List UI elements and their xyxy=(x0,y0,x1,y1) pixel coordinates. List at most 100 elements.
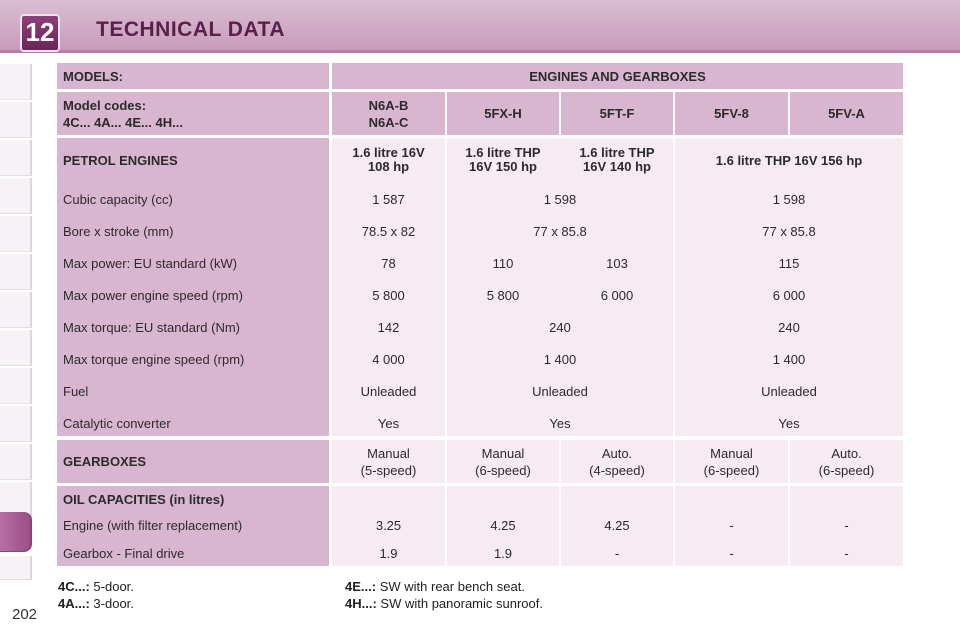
gearbox-type: Auto. xyxy=(601,445,633,461)
oil-capacities-label: OIL CAPACITIES (in litres) xyxy=(63,491,225,507)
spec-value: Yes xyxy=(549,415,571,431)
engine-name: 1.6 litre THP xyxy=(579,145,655,160)
oil-value: - xyxy=(614,545,620,561)
chapter-tab[interactable] xyxy=(0,292,32,328)
chapter-tab[interactable] xyxy=(0,556,32,580)
gearboxes-label: GEARBOXES xyxy=(57,440,329,483)
gearbox-type: Manual xyxy=(367,445,410,461)
header-band xyxy=(0,0,960,52)
spec-value: 1 400 xyxy=(772,351,806,367)
spec-value: 77 x 85.8 xyxy=(533,223,587,239)
model-code-cell: N6A-B N6A-C xyxy=(332,92,445,135)
spec-label: Max power: EU standard (kW) xyxy=(63,255,238,271)
spec-label: Fuel xyxy=(63,383,89,399)
model-code: 5FV-8 xyxy=(675,92,788,135)
petrol-column-1 xyxy=(332,138,445,436)
spec-label: Cubic capacity (cc) xyxy=(63,191,173,207)
page-number: 202 xyxy=(12,606,38,623)
engine-name: 1.6 litre THP xyxy=(465,145,541,160)
gearbox-speeds: (4-speed) xyxy=(589,462,645,478)
model-code: 5FV-A xyxy=(790,92,903,135)
footnote: 4H...: SW with panoramic sunroof. xyxy=(345,596,543,611)
spec-value: 240 xyxy=(549,319,571,335)
chapter-tab[interactable] xyxy=(0,406,32,442)
models-header: MODELS: xyxy=(57,63,329,89)
gearbox-cell: Manual (6-speed) xyxy=(447,440,559,483)
footnote-text: 5-door. xyxy=(93,579,134,594)
spec-value: 110 xyxy=(492,255,514,271)
spec-value: 103 xyxy=(606,255,628,271)
petrol-column-2-3 xyxy=(447,138,673,436)
gearbox-cell: Auto. (6-speed) xyxy=(790,440,903,483)
spec-value: Yes xyxy=(778,415,800,431)
model-codes-list: 4C... 4A... 4E... 4H... xyxy=(63,114,183,130)
spec-value: Unleaded xyxy=(360,383,417,399)
petrol-engines-label: PETROL ENGINES xyxy=(63,152,178,168)
spec-label: Catalytic converter xyxy=(63,415,171,431)
gearbox-speeds: (6-speed) xyxy=(818,462,875,478)
gearbox-cell: Manual (6-speed) xyxy=(675,440,788,483)
gearbox-type: Manual xyxy=(481,445,525,461)
spec-value: Yes xyxy=(377,415,400,431)
spec-value: 142 xyxy=(377,319,400,335)
chapter-tab[interactable] xyxy=(0,444,32,480)
footnote-code: 4E...: xyxy=(345,579,377,594)
footnote: 4C...: 5-door. xyxy=(58,579,134,594)
header-divider xyxy=(0,50,960,53)
spec-value: 1 598 xyxy=(772,191,806,207)
gearbox-type: Manual xyxy=(710,445,753,461)
gearbox-cell: Auto. (4-speed) xyxy=(561,440,673,483)
engine-name: 108 hp xyxy=(367,159,410,174)
chapter-tab[interactable] xyxy=(0,368,32,404)
spec-value: 4 000 xyxy=(372,351,405,367)
model-code: N6A-C xyxy=(368,114,409,130)
footnote-code: 4A...: xyxy=(58,596,90,611)
chapter-tab[interactable] xyxy=(0,178,32,214)
model-code: 5FT-F xyxy=(561,92,673,135)
spec-value: 78 xyxy=(381,255,396,271)
oil-row-label: Engine (with filter replacement) xyxy=(63,517,243,533)
oil-value: - xyxy=(729,545,734,561)
gearbox-speeds: (6-speed) xyxy=(703,462,760,478)
chapter-tab[interactable] xyxy=(0,330,32,366)
model-codes-label: Model codes: 4C... 4A... 4E... 4H... xyxy=(57,92,329,135)
petrol-label-column xyxy=(57,138,329,436)
spec-value: 1 598 xyxy=(543,191,577,207)
spec-value: 78.5 x 82 xyxy=(361,223,416,239)
footnote-code: 4H...: xyxy=(345,596,377,611)
oil-value: 1.9 xyxy=(493,545,513,561)
chapter-number-badge: 12 xyxy=(20,14,60,52)
footnote-text: SW with panoramic sunroof. xyxy=(380,596,543,611)
model-code: 5FX-H xyxy=(447,92,559,135)
chapter-tab[interactable] xyxy=(0,102,32,138)
oil-value: 3.25 xyxy=(375,517,402,533)
footnote: 4E...: SW with rear bench seat. xyxy=(345,579,525,594)
engine-name: 1.6 litre 16V xyxy=(352,145,425,160)
spec-value: 1 587 xyxy=(372,191,405,207)
gearbox-cell: Manual (5-speed) xyxy=(332,440,445,483)
gearbox-type: Auto. xyxy=(831,445,862,461)
chapter-tab-active[interactable] xyxy=(0,512,32,552)
oil-column-2 xyxy=(447,486,559,566)
oil-column-4 xyxy=(675,486,788,566)
spec-value: 77 x 85.8 xyxy=(762,223,816,239)
page-title: TECHNICAL DATA xyxy=(96,18,285,41)
chapter-tab[interactable] xyxy=(0,64,32,100)
chapter-tab[interactable] xyxy=(0,254,32,290)
engine-name-cell: 1.6 litre THP 16V 150 hp xyxy=(447,142,559,178)
chapter-tab[interactable] xyxy=(0,140,32,176)
engines-gearboxes-header: ENGINES AND GEARBOXES xyxy=(332,63,903,89)
chapter-tab[interactable] xyxy=(0,216,32,252)
engine-name: 1.6 litre THP 16V 156 hp xyxy=(715,152,863,168)
engine-name: 16V 150 hp xyxy=(469,159,537,174)
oil-column-3 xyxy=(561,486,673,566)
oil-row-label: Gearbox - Final drive xyxy=(63,545,185,561)
spec-value: 1 400 xyxy=(543,351,577,367)
oil-value: 4.25 xyxy=(604,517,630,533)
oil-column-1 xyxy=(332,486,445,566)
oil-value: 4.25 xyxy=(490,517,516,533)
spec-value: 5 800 xyxy=(486,287,520,303)
footnote-code: 4C...: xyxy=(58,579,90,594)
gearbox-speeds: (6-speed) xyxy=(475,462,531,478)
spec-label: Max torque engine speed (rpm) xyxy=(63,351,245,367)
